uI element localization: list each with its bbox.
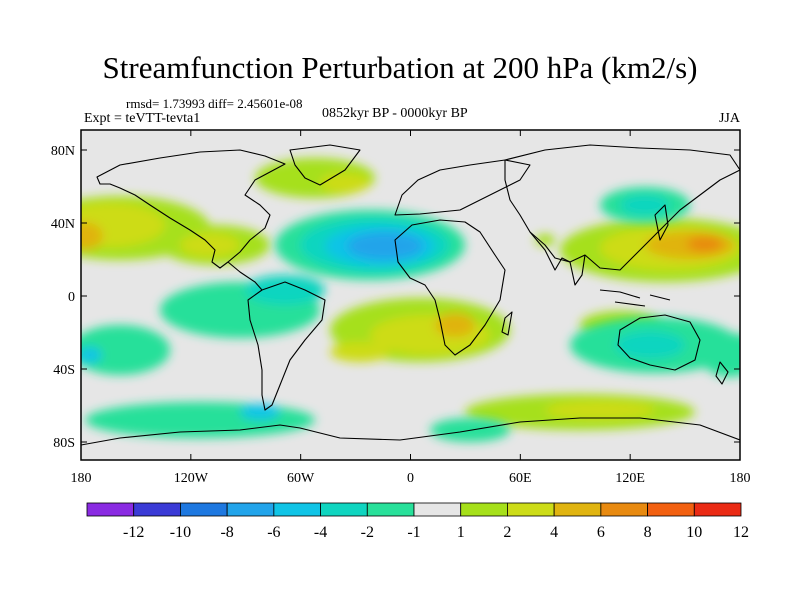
colorbar-label: 8 bbox=[644, 524, 652, 541]
colorbar-swatch bbox=[413, 502, 462, 517]
colorbar-swatch bbox=[460, 502, 508, 517]
colorbar-swatch bbox=[647, 502, 695, 517]
colorbar-swatch bbox=[273, 502, 321, 517]
colorbar-labels: -12 -10 -8 -6 -4 -2 -1 1 2 4 6 8 10 12 bbox=[123, 524, 749, 541]
y-tick-label: 0 bbox=[68, 290, 75, 305]
x-tick-label: 0 bbox=[407, 471, 414, 486]
colorbar-label: 1 bbox=[457, 524, 465, 541]
period-label: 0852kyr BP - 0000kyr BP bbox=[322, 106, 468, 121]
colorbar-label: -2 bbox=[361, 524, 374, 541]
colorbar-swatch bbox=[507, 502, 555, 517]
x-tick-label: 60E bbox=[509, 471, 532, 486]
y-tick-label: 40N bbox=[51, 217, 75, 232]
coastlines bbox=[81, 144, 740, 446]
colorbar-label: 6 bbox=[597, 524, 605, 541]
season-label: JJA bbox=[718, 111, 740, 126]
experiment-label: Expt = teVTT-tevta1 bbox=[84, 111, 201, 126]
colorbar-label: 10 bbox=[686, 524, 702, 541]
colorbar-swatch bbox=[366, 502, 415, 517]
contour-fields bbox=[81, 144, 740, 446]
colorbar-label: -1 bbox=[407, 524, 420, 541]
x-tick-label: 180 bbox=[730, 471, 751, 486]
colorbar-swatch bbox=[226, 502, 275, 517]
stats-text: rmsd= 1.73993 diff= 2.45601e-08 bbox=[126, 96, 303, 111]
x-tick-label: 120W bbox=[174, 471, 209, 486]
x-tick-label: 120E bbox=[615, 471, 645, 486]
colorbar-label: 2 bbox=[503, 524, 511, 541]
colorbar-label: -6 bbox=[267, 524, 280, 541]
axis-labels: 180 120W 60W 0 60E 120E 180 80N 40N 0 40S 80S bbox=[51, 144, 751, 486]
colorbar-label: -12 bbox=[123, 524, 144, 541]
colorbar-label: -8 bbox=[220, 524, 233, 541]
map-title: Streamfunction Perturbation at 200 hPa (… bbox=[102, 50, 698, 85]
x-tick-label: 60W bbox=[287, 471, 315, 486]
y-tick-label: 80N bbox=[51, 144, 75, 159]
y-tick-label: 40S bbox=[53, 363, 75, 378]
colorbar-swatch bbox=[133, 502, 181, 517]
colorbar-swatch bbox=[86, 502, 135, 517]
x-tick-label: 180 bbox=[71, 471, 92, 486]
colorbar-swatch bbox=[320, 502, 368, 517]
colorbar-swatch bbox=[553, 502, 602, 517]
colorbar-swatch bbox=[180, 502, 228, 517]
colorbar-swatch bbox=[600, 502, 648, 517]
axis-ticks bbox=[80, 130, 741, 460]
colorbar bbox=[86, 502, 742, 517]
y-tick-label: 80S bbox=[53, 436, 75, 451]
colorbar-label: -4 bbox=[314, 524, 327, 541]
colorbar-swatch bbox=[693, 502, 742, 517]
colorbar-label: -10 bbox=[170, 524, 191, 541]
colorbar-label: 4 bbox=[550, 524, 558, 541]
colorbar-label: 12 bbox=[733, 524, 749, 541]
